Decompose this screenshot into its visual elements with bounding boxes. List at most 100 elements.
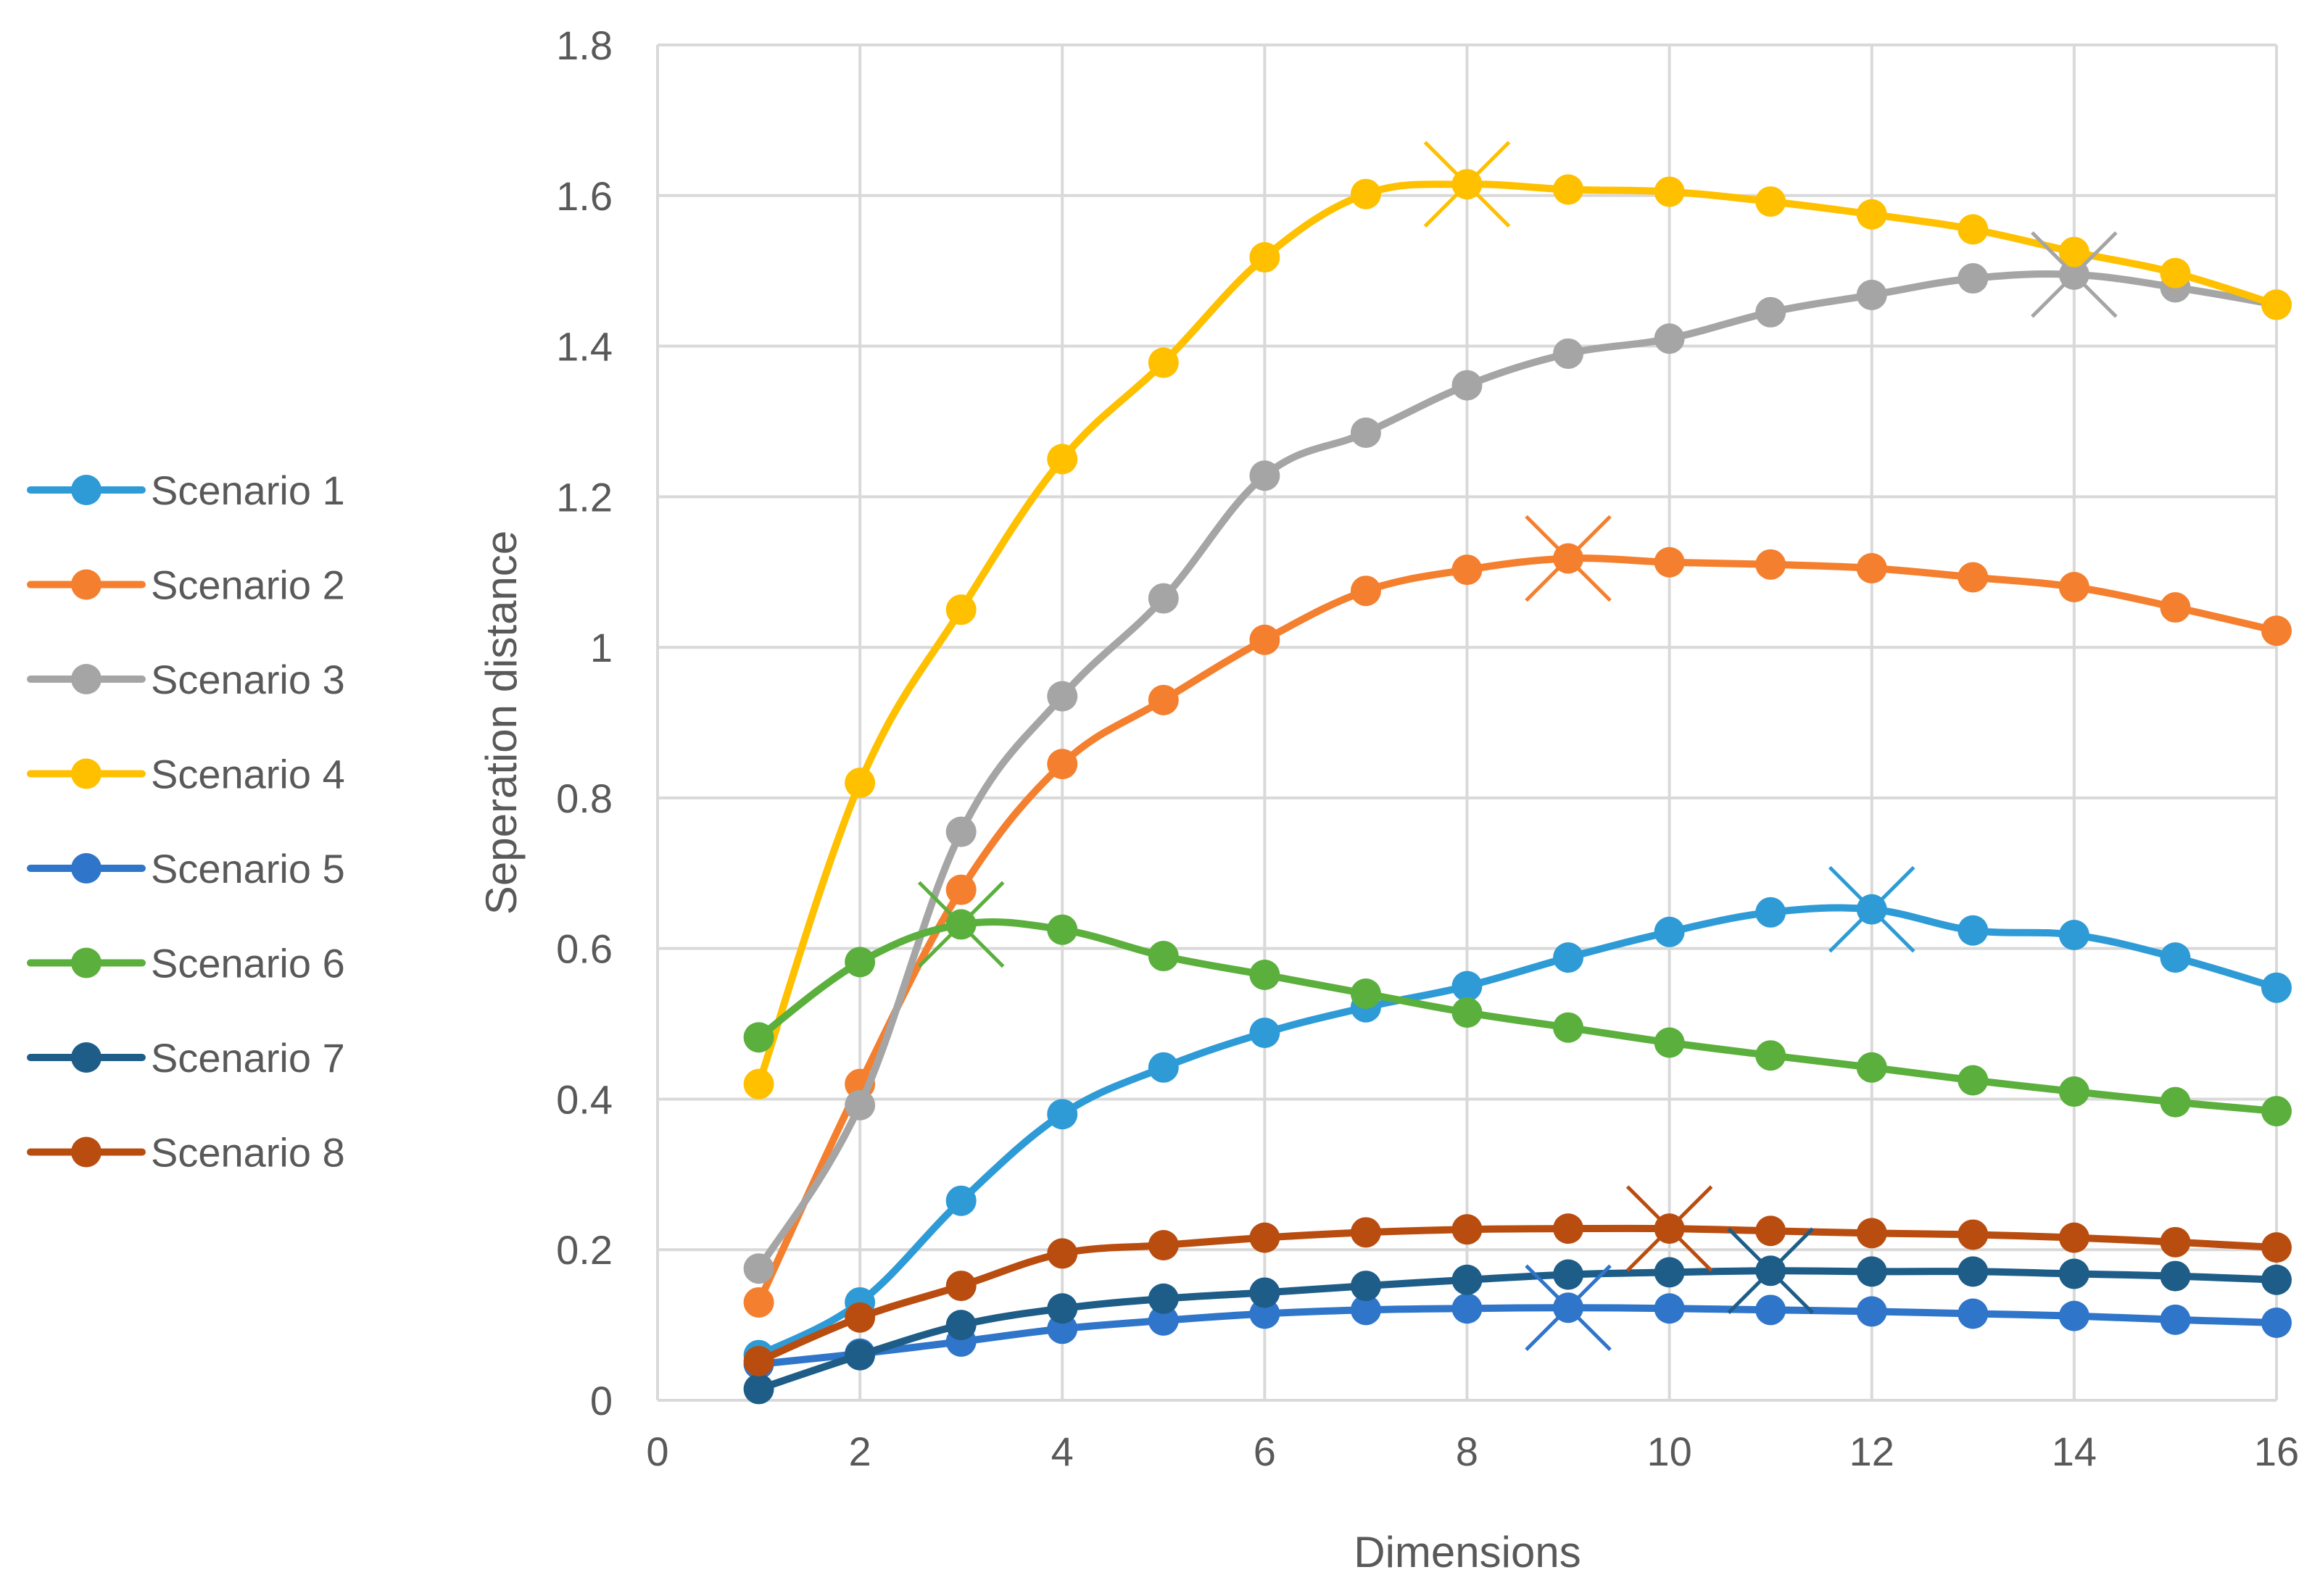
data-point <box>1249 1277 1280 1308</box>
data-point <box>1148 941 1179 972</box>
legend-item: Scenario 4 <box>27 752 345 797</box>
data-point <box>1047 1099 1078 1130</box>
data-point <box>1856 1256 1887 1287</box>
data-point <box>1249 1298 1280 1329</box>
data-point <box>1148 1305 1179 1336</box>
legend-item: Scenario 5 <box>27 846 345 891</box>
data-point <box>1249 624 1280 655</box>
series-lines <box>743 169 2292 1405</box>
data-point <box>1958 562 1989 593</box>
max-marker-stroke <box>1828 865 1915 953</box>
data-point <box>743 1022 774 1053</box>
data-point <box>1856 1218 1887 1249</box>
data-point <box>1856 1296 1887 1327</box>
legend-marker <box>71 758 102 789</box>
y-tick-label: 1 <box>590 625 613 670</box>
data-point <box>1148 347 1179 378</box>
max-marker-1 <box>1828 865 1915 953</box>
data-point <box>1249 960 1280 991</box>
data-point <box>2058 919 2089 950</box>
x-tick-label: 0 <box>646 1429 668 1474</box>
data-point <box>845 768 876 799</box>
y-tick-label: 1.6 <box>556 173 613 219</box>
data-point <box>1047 914 1078 945</box>
y-tick-label: 0.8 <box>556 776 613 821</box>
data-point <box>1755 549 1786 580</box>
data-point <box>2261 289 2292 320</box>
data-point <box>2058 1222 2089 1253</box>
series-line <box>755 1304 2280 1368</box>
data-point <box>1350 1294 1381 1326</box>
data-point <box>2261 1307 2292 1338</box>
data-point <box>1350 978 1381 1009</box>
data-point <box>1958 263 1989 294</box>
data-point <box>1451 1293 1483 1324</box>
data-point <box>1451 370 1483 401</box>
legend-marker <box>71 664 102 694</box>
data-point <box>1148 583 1179 614</box>
data-point <box>2160 1304 2191 1335</box>
max-markers <box>917 141 2118 1351</box>
legend-label: Scenario 5 <box>151 846 345 891</box>
data-point <box>2261 972 2292 1003</box>
data-point <box>2160 257 2191 288</box>
data-point <box>1755 897 1786 928</box>
max-marker-8 <box>1625 1185 1713 1272</box>
data-point <box>1654 916 1685 947</box>
series-line <box>755 180 2280 1088</box>
y-tick-label: 1.2 <box>556 474 613 520</box>
data-point <box>945 1271 977 1302</box>
data-point <box>1148 684 1179 715</box>
legend-item: Scenario 7 <box>27 1035 345 1081</box>
data-point <box>1856 199 1887 230</box>
data-point <box>1553 338 1584 369</box>
data-point <box>1654 176 1685 207</box>
data-point <box>1856 279 1887 310</box>
y-tick-label: 0.2 <box>556 1227 613 1273</box>
legend-label: Scenario 1 <box>151 467 345 513</box>
data-point <box>1350 1271 1381 1302</box>
legend-label: Scenario 3 <box>151 657 345 702</box>
data-point <box>2160 1086 2191 1118</box>
max-marker-stroke <box>917 881 1005 968</box>
data-point <box>1553 1012 1584 1043</box>
data-point <box>1553 942 1584 973</box>
x-tick-label: 14 <box>2052 1429 2097 1474</box>
data-point <box>2160 1226 2191 1258</box>
data-point <box>2160 942 2191 973</box>
series-2 <box>743 543 2292 1318</box>
legend-item: Scenario 3 <box>27 657 345 702</box>
x-tick-label: 8 <box>1456 1429 1478 1474</box>
x-tick-label: 2 <box>849 1429 871 1474</box>
data-point <box>2160 1260 2191 1292</box>
x-tick-label: 12 <box>1849 1429 1894 1474</box>
series-6 <box>743 909 2292 1127</box>
data-point <box>2261 1096 2292 1127</box>
y-tick-label: 1.8 <box>556 22 613 68</box>
series-line <box>755 918 2280 1115</box>
data-point <box>1856 1052 1887 1083</box>
y-tick-label: 0 <box>590 1378 613 1423</box>
y-tick-label: 0.4 <box>556 1076 613 1122</box>
legend-marker <box>71 1136 102 1168</box>
series-5 <box>743 1292 2292 1380</box>
legend-label: Scenario 6 <box>151 941 345 986</box>
legend-marker <box>71 853 102 884</box>
legend: Scenario 1 Scenario 2 Scenario 3 Scenario 4… <box>27 467 345 1176</box>
x-tick-label: 4 <box>1051 1429 1074 1474</box>
data-point <box>1553 174 1584 205</box>
data-point <box>1958 1298 1989 1329</box>
data-point <box>1047 1238 1078 1269</box>
x-tick-label: 16 <box>2254 1429 2299 1474</box>
y-tick-label: 0.6 <box>556 926 613 972</box>
data-point <box>2058 1258 2089 1289</box>
data-point <box>845 1302 876 1333</box>
y-tick-label: 1.4 <box>556 324 613 370</box>
max-marker-5 <box>1525 1264 1612 1351</box>
data-point <box>2058 1076 2089 1107</box>
data-point <box>945 594 977 625</box>
data-point <box>1047 1293 1078 1324</box>
data-point <box>1451 1214 1483 1245</box>
legend-marker <box>71 569 102 600</box>
